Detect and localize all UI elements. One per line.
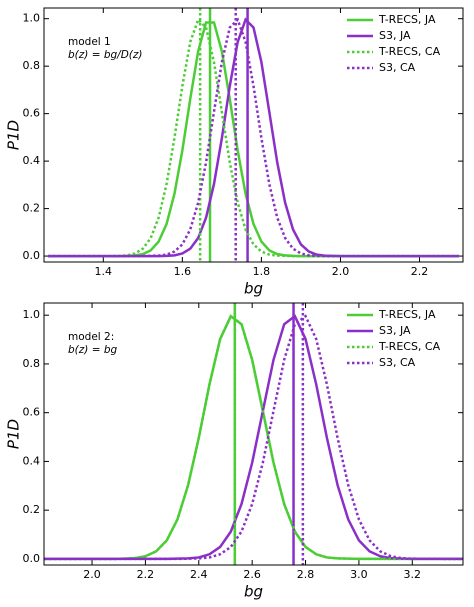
- curve: [47, 17, 460, 258]
- x-axis-label: bg: [244, 583, 263, 601]
- curve: [47, 17, 460, 258]
- legend-label: T-RECS, JA: [378, 13, 436, 26]
- panel: 0.0 0.2 0.4 0.6 0.8 1.0 1.4 1.6 1.8 2.0 2.2 T-RECS,…: [5, 7, 464, 298]
- legend-label: S3, JA: [379, 324, 411, 337]
- annotation: b(z) = bg/D(z): [68, 49, 143, 61]
- legend-label: T-RECS, JA: [378, 308, 436, 321]
- y-tick-label: 0.0: [23, 552, 41, 565]
- legend-label: S3, CA: [379, 356, 416, 369]
- y-tick-label: 0.4: [23, 454, 41, 467]
- y-axis-label: P1D: [5, 120, 23, 150]
- panel: 0.0 0.2 0.4 0.6 0.8 1.0 2.0 2.2 2.4 2.6 2.8 3.0 3.2 T…: [5, 302, 464, 601]
- x-tick-label: 2.4: [190, 568, 208, 581]
- y-tick-label: 0.6: [23, 107, 41, 120]
- plot-area: [47, 8, 460, 262]
- legend-label: S3, CA: [379, 61, 416, 74]
- x-tick-label: 2.6: [243, 568, 261, 581]
- curve: [44, 314, 463, 561]
- x-tick-label: 2.2: [411, 265, 429, 278]
- y-tick-label: 1.0: [23, 308, 41, 321]
- y-tick-label: 0.0: [23, 249, 41, 262]
- legend-label: T-RECS, CA: [378, 45, 441, 58]
- curve: [47, 17, 460, 258]
- curve: [44, 314, 463, 561]
- annotation: b(z) = bg: [68, 344, 118, 356]
- x-tick-label: 1.6: [174, 265, 192, 278]
- y-tick-label: 0.6: [23, 406, 41, 419]
- y-tick-label: 0.4: [23, 154, 41, 167]
- x-tick-label: 1.4: [95, 265, 113, 278]
- y-tick-label: 1.0: [23, 12, 41, 25]
- plot-area: [44, 303, 463, 565]
- legend-label: S3, JA: [379, 29, 411, 42]
- y-tick-label: 0.2: [23, 503, 41, 516]
- y-tick-label: 0.8: [23, 59, 41, 72]
- x-tick-label: 3.0: [350, 568, 368, 581]
- frame: [43, 7, 464, 263]
- frame: [43, 302, 464, 566]
- x-tick-label: 2.0: [332, 265, 350, 278]
- y-tick-label: 0.8: [23, 357, 41, 370]
- annotation: model 1: [68, 36, 111, 48]
- x-tick-label: 2.0: [83, 568, 101, 581]
- x-axis-label: bg: [244, 280, 263, 298]
- y-axis-label: P1D: [5, 419, 23, 449]
- annotation: model 2:: [68, 331, 114, 343]
- y-tick-label: 0.2: [23, 202, 41, 215]
- legend-label: T-RECS, CA: [378, 340, 441, 353]
- x-tick-label: 1.8: [253, 265, 271, 278]
- x-tick-label: 2.8: [297, 568, 315, 581]
- x-tick-label: 3.2: [404, 568, 422, 581]
- x-tick-label: 2.2: [137, 568, 155, 581]
